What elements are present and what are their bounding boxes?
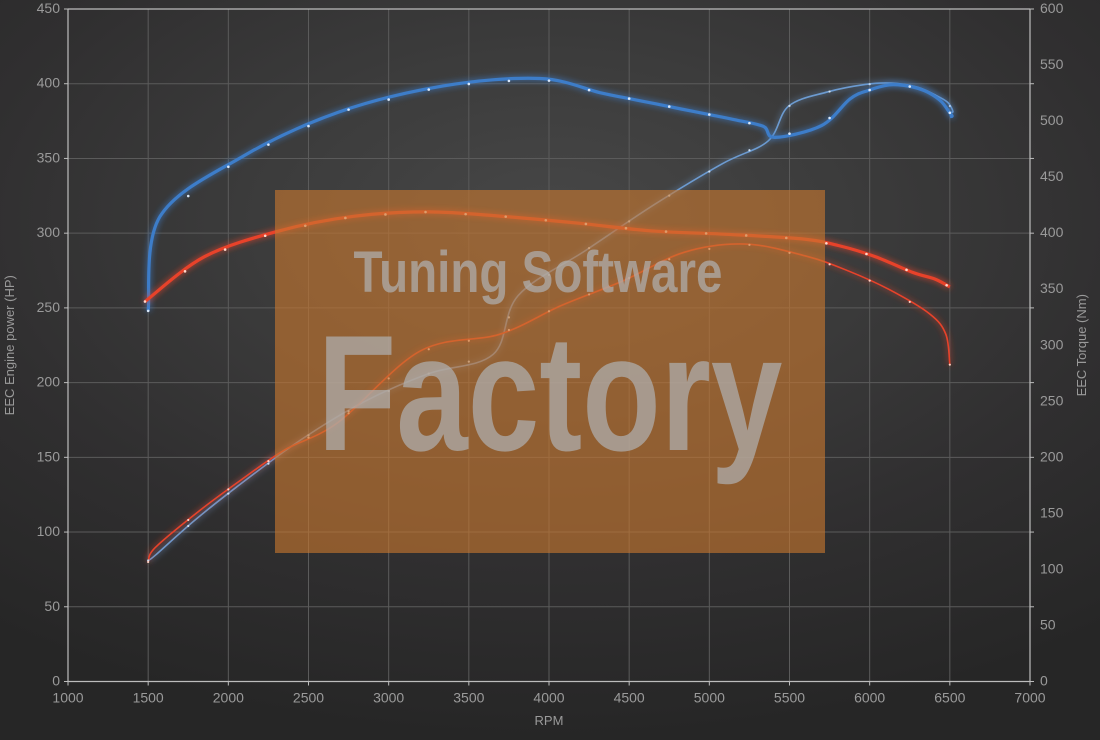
svg-text:300: 300: [1040, 336, 1064, 352]
svg-text:300: 300: [37, 224, 61, 240]
svg-text:5500: 5500: [774, 690, 805, 706]
svg-text:0: 0: [1040, 673, 1048, 689]
svg-text:6500: 6500: [934, 690, 965, 706]
svg-text:4000: 4000: [533, 690, 564, 706]
svg-text:3500: 3500: [453, 690, 484, 706]
svg-text:250: 250: [1040, 392, 1064, 408]
svg-text:150: 150: [37, 448, 61, 464]
svg-text:0: 0: [52, 673, 60, 689]
svg-text:150: 150: [1040, 504, 1064, 520]
svg-text:100: 100: [1040, 560, 1064, 576]
svg-text:400: 400: [37, 75, 61, 91]
svg-text:50: 50: [1040, 616, 1056, 632]
svg-text:600: 600: [1040, 0, 1064, 16]
svg-text:350: 350: [1040, 280, 1064, 296]
svg-text:550: 550: [1040, 56, 1064, 72]
svg-text:RPM: RPM: [535, 713, 564, 728]
svg-text:450: 450: [37, 0, 61, 16]
svg-text:450: 450: [1040, 168, 1064, 184]
svg-text:1500: 1500: [133, 690, 164, 706]
svg-text:200: 200: [1040, 448, 1064, 464]
svg-text:50: 50: [44, 598, 60, 614]
svg-text:200: 200: [37, 374, 61, 390]
svg-text:EEC Torque (Nm): EEC Torque (Nm): [1074, 294, 1089, 396]
svg-text:2000: 2000: [213, 690, 244, 706]
svg-text:3000: 3000: [373, 690, 404, 706]
svg-text:100: 100: [37, 523, 61, 539]
svg-text:Tuning Software: Tuning Software: [354, 241, 723, 306]
svg-text:400: 400: [1040, 224, 1064, 240]
svg-text:250: 250: [37, 299, 61, 315]
svg-text:6000: 6000: [854, 690, 885, 706]
svg-text:1000: 1000: [52, 690, 83, 706]
svg-text:5000: 5000: [694, 690, 725, 706]
svg-text:Factory: Factory: [318, 302, 783, 486]
svg-text:350: 350: [37, 149, 61, 165]
svg-text:2500: 2500: [293, 690, 324, 706]
svg-text:EEC Engine power (HP): EEC Engine power (HP): [2, 275, 17, 415]
svg-text:4500: 4500: [614, 690, 645, 706]
svg-text:7000: 7000: [1014, 690, 1045, 706]
svg-text:500: 500: [1040, 112, 1064, 128]
